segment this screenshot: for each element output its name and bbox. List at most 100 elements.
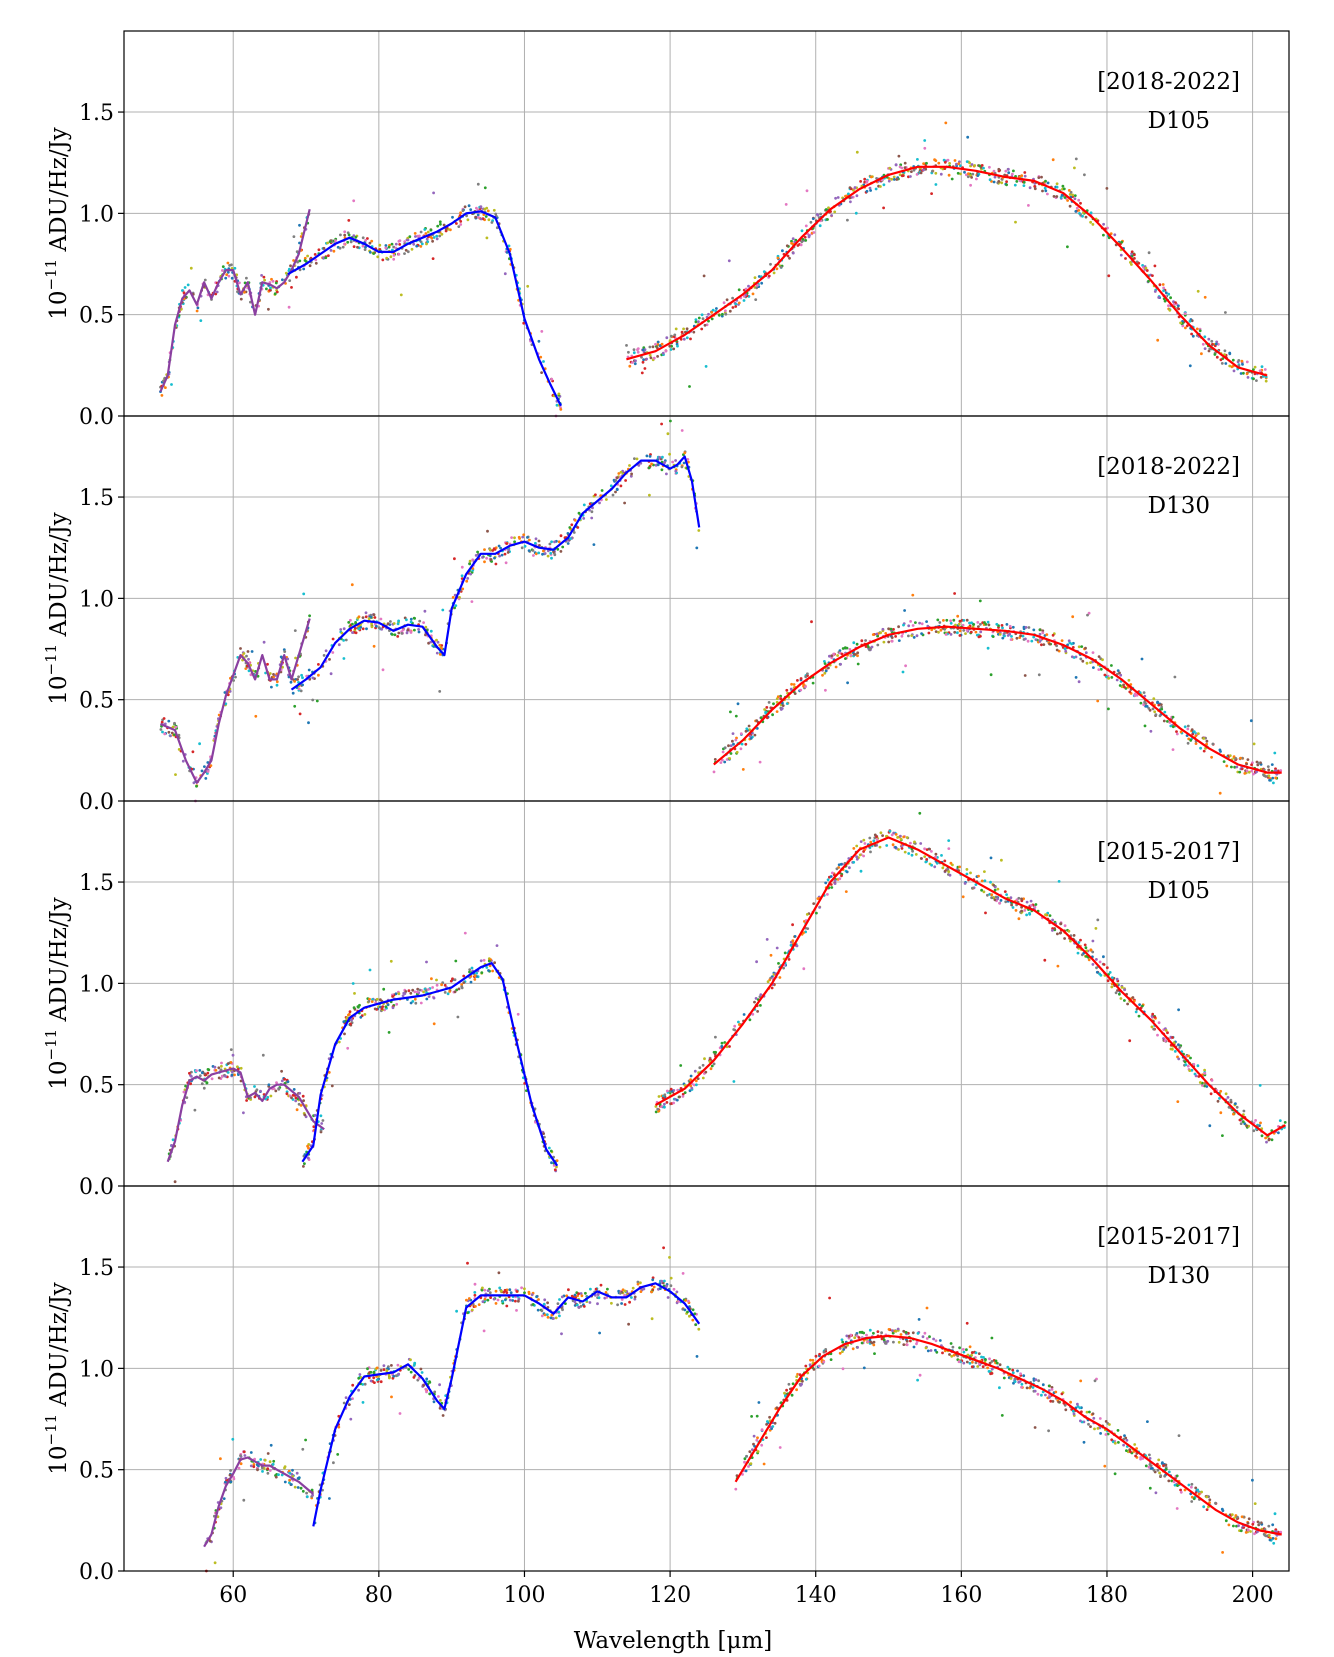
measurement-point bbox=[204, 777, 208, 780]
measurement-point bbox=[439, 222, 442, 226]
measurement-point bbox=[526, 536, 529, 539]
measurement-point bbox=[724, 309, 727, 313]
measurement-point bbox=[392, 245, 396, 249]
measurement-point bbox=[299, 1486, 303, 1490]
measurement-point bbox=[423, 228, 427, 231]
measurement-point bbox=[868, 1328, 872, 1332]
measurement-point bbox=[775, 267, 779, 271]
measurement-point bbox=[594, 1287, 598, 1291]
measurement-point bbox=[430, 236, 434, 240]
measurement-point bbox=[823, 660, 826, 663]
y-axis-label: 10−11 ADU/Hz/Jy bbox=[42, 127, 72, 320]
measurement-point bbox=[1153, 710, 1157, 714]
measurement-point bbox=[397, 631, 401, 635]
measurement-point bbox=[252, 1463, 256, 1466]
measurement-point bbox=[949, 619, 952, 623]
measurement-point bbox=[1014, 175, 1017, 178]
measurement-point bbox=[1190, 1068, 1194, 1072]
measurement-point bbox=[517, 1297, 521, 1301]
measurement-point bbox=[786, 254, 790, 258]
measurement-point bbox=[727, 259, 731, 263]
measurement-point bbox=[517, 1299, 520, 1303]
measurement-point bbox=[347, 233, 351, 237]
measurement-point bbox=[489, 558, 493, 561]
measurement-point bbox=[254, 714, 258, 718]
measurement-point bbox=[368, 968, 372, 972]
measurement-point bbox=[719, 761, 723, 764]
measurement-point bbox=[375, 1366, 379, 1370]
measurement-point bbox=[656, 463, 660, 467]
measurement-point bbox=[881, 627, 885, 631]
measurement-point bbox=[243, 1454, 247, 1457]
measurement-point bbox=[966, 175, 970, 179]
measurement-point bbox=[1074, 210, 1078, 213]
measurement-point bbox=[474, 554, 478, 557]
measurement-point bbox=[1129, 261, 1132, 264]
measurement-point bbox=[387, 1373, 391, 1377]
measurement-point bbox=[463, 931, 467, 935]
measurement-point bbox=[656, 340, 660, 344]
measurement-point bbox=[495, 944, 499, 947]
measurement-point bbox=[1235, 1105, 1239, 1109]
measurement-point bbox=[1177, 1008, 1180, 1012]
measurement-point bbox=[839, 662, 842, 666]
measurement-point bbox=[1262, 774, 1266, 777]
measurement-point bbox=[753, 276, 757, 279]
measurement-point bbox=[633, 1297, 637, 1301]
measurement-point bbox=[432, 1022, 436, 1026]
measurement-point bbox=[289, 680, 293, 684]
measurement-point bbox=[848, 866, 851, 870]
measurement-point bbox=[1105, 675, 1108, 679]
measurement-point bbox=[999, 899, 1003, 902]
measurement-point bbox=[831, 871, 834, 875]
measurement-point bbox=[977, 874, 980, 878]
measurement-point bbox=[1226, 1096, 1230, 1099]
measurement-point bbox=[224, 1476, 228, 1480]
measurement-point bbox=[836, 654, 839, 657]
measurement-point bbox=[920, 632, 923, 635]
measurement-point bbox=[301, 676, 304, 680]
measurement-point bbox=[303, 1162, 306, 1165]
measurement-point bbox=[771, 713, 774, 717]
measurement-point bbox=[860, 639, 864, 643]
measurement-point bbox=[272, 675, 276, 679]
measurement-point bbox=[676, 1088, 680, 1092]
measurement-point bbox=[949, 1342, 953, 1345]
measurement-point bbox=[1008, 632, 1012, 636]
measurement-point bbox=[1086, 613, 1089, 617]
measurement-point bbox=[1125, 1438, 1129, 1442]
measurement-point bbox=[663, 1093, 667, 1097]
measurement-point bbox=[224, 1075, 227, 1078]
measurement-point bbox=[691, 1308, 695, 1312]
measurement-point bbox=[764, 710, 767, 714]
measurement-point bbox=[993, 898, 997, 902]
measurement-point bbox=[1044, 179, 1047, 183]
measurement-point bbox=[266, 1467, 270, 1471]
measurement-point bbox=[885, 844, 889, 847]
measurement-point bbox=[795, 1388, 798, 1392]
measurement-point bbox=[923, 847, 926, 851]
measurement-point bbox=[919, 842, 923, 845]
measurement-point bbox=[930, 628, 934, 632]
measurement-point bbox=[160, 394, 164, 397]
measurement-point bbox=[1252, 742, 1256, 746]
measurement-point bbox=[1011, 906, 1015, 909]
panels-group: 0.00.51.01.510−11 ADU/Hz/Jy[2018-2022]D1… bbox=[42, 30, 1290, 1608]
measurement-point bbox=[1171, 1036, 1174, 1039]
measurement-point bbox=[317, 663, 320, 666]
measurement-point bbox=[748, 728, 751, 732]
measurement-point bbox=[411, 988, 415, 992]
measurement-point bbox=[435, 638, 438, 642]
measurement-point bbox=[451, 977, 454, 981]
measurement-point bbox=[620, 1302, 623, 1305]
measurement-point bbox=[958, 619, 962, 623]
measurement-point bbox=[1079, 938, 1082, 942]
measurement-point bbox=[1217, 342, 1220, 346]
measurement-point bbox=[275, 680, 279, 684]
measurement-point bbox=[357, 1388, 360, 1392]
measurement-point bbox=[1137, 1014, 1141, 1018]
measurement-point bbox=[298, 712, 302, 716]
measurement-point bbox=[969, 871, 972, 875]
measurement-point bbox=[1197, 732, 1200, 735]
